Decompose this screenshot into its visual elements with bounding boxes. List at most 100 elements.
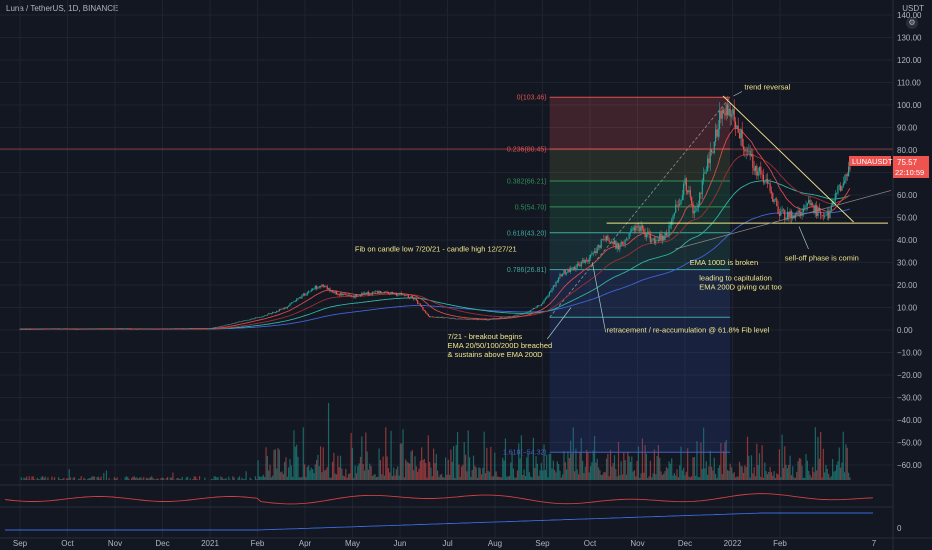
time-axis[interactable]: Sep Oct Nov Dec 2021 Feb Apr May Jun Jul Aug Sep Oct…: [0, 537, 932, 548]
candle-body: [584, 259, 586, 264]
volume-bar: [435, 454, 437, 480]
candle-body: [822, 215, 824, 217]
volume-bar: [472, 455, 475, 480]
candle-body: [374, 291, 376, 293]
candle-body: [789, 211, 791, 218]
volume-bar: [664, 471, 666, 480]
candle-body: [488, 319, 491, 320]
candle-body: [64, 328, 66, 330]
volume-bar: [221, 477, 223, 480]
volume-bar: [559, 470, 561, 480]
volume-bar: [516, 470, 519, 480]
candle-body: [679, 204, 681, 206]
volume-bar: [286, 476, 288, 480]
candle-body: [60, 328, 62, 330]
candle-body: [629, 231, 632, 234]
candle-body: [193, 328, 195, 330]
volume-bar: [314, 464, 316, 480]
volume-bar: [730, 467, 733, 480]
candle-body: [720, 110, 722, 119]
candle-body: [568, 269, 570, 272]
candle-body: [116, 328, 118, 330]
candle-body: [363, 292, 366, 294]
volume-bar: [430, 467, 432, 480]
volume-bar: [600, 474, 602, 480]
volume-bar: [617, 441, 620, 480]
candle-body: [221, 326, 223, 327]
volume-bar: [379, 460, 382, 480]
candle-body: [141, 328, 143, 330]
candle-body: [661, 236, 663, 241]
volume-bar: [235, 480, 236, 484]
volume-bar: [171, 477, 173, 480]
candle-body: [430, 316, 432, 318]
volume-bar: [65, 478, 68, 480]
volume-bar: [128, 478, 130, 480]
volume-bar: [86, 481, 87, 484]
price-tick-label: 60.00: [897, 191, 918, 200]
candle-body: [67, 328, 69, 330]
gear-icon[interactable]: ⚙: [906, 17, 918, 29]
volume-bar: [726, 470, 729, 480]
candle-body: [478, 319, 480, 320]
volume-bar: [401, 443, 403, 480]
volume-bar: [419, 460, 421, 480]
price-tick-label: −10.00: [897, 349, 922, 358]
volume-bar: [676, 469, 678, 480]
candle-body: [75, 329, 77, 330]
volume-bar: [500, 477, 503, 480]
volume-bar: [68, 469, 70, 480]
candle-body: [218, 326, 221, 328]
volume-bar: [570, 440, 572, 480]
candle-body: [100, 328, 102, 330]
volume-bar: [120, 479, 122, 480]
candle-body: [659, 233, 661, 242]
candle-body: [140, 328, 142, 330]
volume-bar: [792, 466, 794, 480]
volume-bar: [518, 443, 520, 480]
candle-body: [637, 226, 640, 228]
candle-body: [601, 238, 604, 240]
candle-body: [40, 328, 42, 330]
volume-bar: [421, 447, 423, 480]
volume-bar: [544, 469, 546, 480]
volume-bar: [749, 477, 751, 480]
volume-bar: [657, 445, 659, 480]
candle-body: [797, 210, 799, 216]
trendline-drawings[interactable]: [606, 95, 892, 250]
price-axis[interactable]: 140.00 130.00 120.00 110.00 100.00 90.00 80.00…: [892, 0, 922, 550]
candle-body: [539, 305, 541, 307]
volume-bar: [433, 448, 435, 480]
candle-body: [391, 291, 393, 294]
candle-body: [462, 318, 464, 320]
candle-body: [585, 259, 588, 261]
candle-body: [442, 316, 444, 318]
candle-body: [713, 142, 715, 153]
candle-body: [847, 166, 850, 176]
volume-bar: [362, 464, 364, 480]
volume-bar: [487, 470, 489, 480]
volume-bar: [437, 470, 439, 480]
candle-body: [285, 307, 287, 309]
volume-bar: [212, 479, 214, 480]
volume-bar: [695, 475, 697, 480]
candle-body: [282, 308, 284, 310]
volume-bar: [788, 464, 790, 480]
candle-body: [159, 328, 161, 330]
volume-bar: [588, 472, 590, 480]
candle-body: [361, 293, 363, 296]
volume-bar: [643, 472, 645, 480]
candle-body: [345, 293, 347, 296]
volume-bar: [488, 471, 491, 480]
volume-bar: [69, 477, 72, 480]
candle-body: [184, 328, 186, 330]
time-tick-label: 2022: [724, 539, 742, 548]
volume-bar: [32, 476, 34, 480]
candle-body: [814, 205, 816, 214]
candle-body: [540, 304, 542, 306]
fib-level-label: 0.5(54.70): [515, 204, 547, 211]
volume-bar: [744, 465, 746, 480]
volume-bar: [784, 446, 786, 480]
candle-body: [297, 297, 299, 300]
